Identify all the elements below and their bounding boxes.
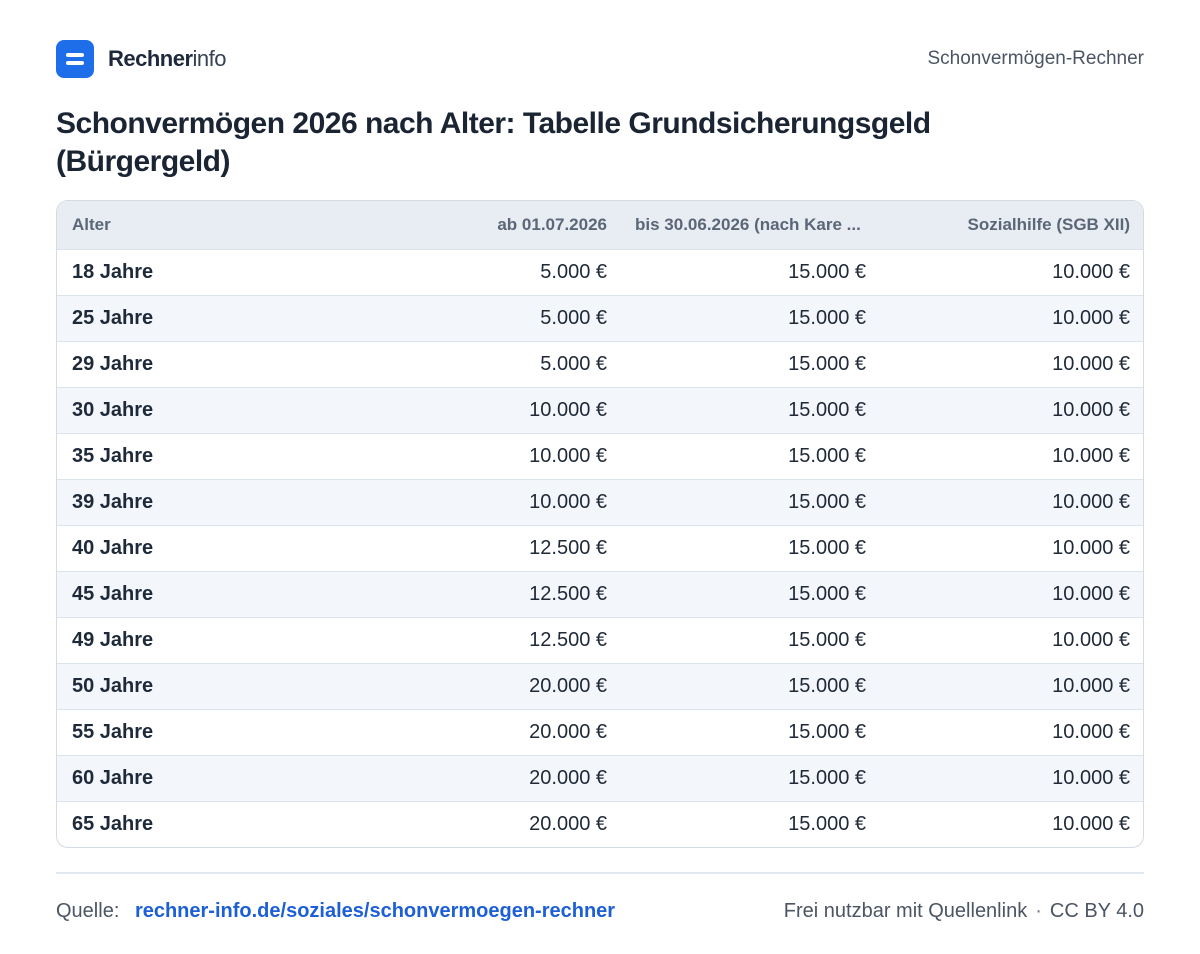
cell-until-2026-06: 15.000 €: [788, 490, 866, 513]
cell-age: 18 Jahre: [72, 260, 154, 283]
cell-age: 25 Jahre: [72, 306, 154, 329]
cell-from-2026-07: 12.500 €: [529, 582, 607, 605]
cell-until-2026-06: 15.000 €: [788, 766, 866, 789]
cell-sozialhilfe: 10.000 €: [1052, 260, 1130, 283]
cell-age: 30 Jahre: [72, 398, 154, 421]
logo-icon-bar-top: [66, 53, 84, 57]
cell-from-2026-07: 10.000 €: [529, 444, 607, 467]
cell-sozialhilfe: 10.000 €: [1052, 444, 1130, 467]
table-row: 55 Jahre 20.000 € 15.000 € 10.000 €: [57, 709, 1143, 755]
cell-age: 40 Jahre: [72, 536, 154, 559]
table-body: 18 Jahre 5.000 € 15.000 € 10.000 € 25 Jahre…: [57, 249, 1143, 847]
footer-divider: [56, 872, 1144, 874]
table-row: 45 Jahre 12.500 € 15.000 € 10.000 €: [57, 571, 1143, 617]
cell-sozialhilfe: 10.000 €: [1052, 352, 1130, 375]
column-header-from-2026-07: ab 01.07.2026: [497, 214, 607, 234]
cell-age: 35 Jahre: [72, 444, 154, 467]
cell-from-2026-07: 5.000 €: [540, 306, 607, 329]
license-text: Frei nutzbar mit Quellenlink: [783, 899, 1028, 922]
column-header-age: Alter: [72, 214, 111, 234]
source-attribution: Quelle: rechner-info.de/soziales/schonve…: [56, 900, 615, 923]
cell-from-2026-07: 20.000 €: [529, 766, 607, 789]
table-row: 35 Jahre 10.000 € 15.000 € 10.000 €: [57, 433, 1143, 479]
table-row: 25 Jahre 5.000 € 15.000 € 10.000 €: [57, 295, 1143, 341]
calculator-name: Schonvermögen-Rechner: [927, 48, 1144, 69]
table-row: 39 Jahre 10.000 € 15.000 € 10.000 €: [57, 479, 1143, 525]
cell-sozialhilfe: 10.000 €: [1052, 490, 1130, 513]
table-row: 65 Jahre 20.000 € 15.000 € 10.000 €: [57, 801, 1143, 847]
table-row: 18 Jahre 5.000 € 15.000 € 10.000 €: [57, 249, 1143, 295]
brand-name-light: info: [192, 46, 227, 71]
cell-until-2026-06: 15.000 €: [788, 812, 866, 835]
table-row: 60 Jahre 20.000 € 15.000 € 10.000 €: [57, 755, 1143, 801]
page-footer: Quelle: rechner-info.de/soziales/schonve…: [56, 896, 1144, 926]
cell-age: 65 Jahre: [72, 812, 154, 835]
cell-sozialhilfe: 10.000 €: [1052, 398, 1130, 421]
cell-until-2026-06: 15.000 €: [788, 352, 866, 375]
brand-name-strong: Rechner: [108, 46, 193, 71]
source-link[interactable]: rechner-info.de/soziales/schonvermoegen-…: [134, 899, 616, 922]
cell-from-2026-07: 12.500 €: [529, 628, 607, 651]
column-header-sozialhilfe: Sozialhilfe (SGB XII): [967, 214, 1130, 234]
cell-until-2026-06: 15.000 €: [788, 398, 866, 421]
schonvermoegen-table: Alter ab 01.07.2026 bis 30.06.2026 (nach…: [57, 201, 1143, 847]
cell-age: 50 Jahre: [72, 674, 154, 697]
table-row: 29 Jahre 5.000 € 15.000 € 10.000 €: [57, 341, 1143, 387]
cell-sozialhilfe: 10.000 €: [1052, 628, 1130, 651]
cell-until-2026-06: 15.000 €: [788, 582, 866, 605]
data-table-container: Alter ab 01.07.2026 bis 30.06.2026 (nach…: [56, 200, 1144, 848]
cell-sozialhilfe: 10.000 €: [1052, 582, 1130, 605]
cell-age: 45 Jahre: [72, 582, 154, 605]
table-row: 30 Jahre 10.000 € 15.000 € 10.000 €: [57, 387, 1143, 433]
license-info: Frei nutzbar mit Quellenlink · CC BY 4.0: [784, 900, 1144, 923]
table-header-row: Alter ab 01.07.2026 bis 30.06.2026 (nach…: [57, 201, 1143, 249]
logo-icon-bar-bottom: [66, 61, 84, 65]
cell-until-2026-06: 15.000 €: [788, 306, 866, 329]
cell-age: 29 Jahre: [72, 352, 154, 375]
cell-sozialhilfe: 10.000 €: [1052, 536, 1130, 559]
brand-logo[interactable]: Rechnerinfo: [56, 40, 227, 78]
cell-age: 60 Jahre: [72, 766, 154, 789]
cell-sozialhilfe: 10.000 €: [1052, 674, 1130, 697]
cell-age: 39 Jahre: [72, 490, 154, 513]
cell-from-2026-07: 5.000 €: [540, 260, 607, 283]
cell-from-2026-07: 10.000 €: [529, 490, 607, 513]
logo-icon: [56, 40, 94, 78]
cell-until-2026-06: 15.000 €: [788, 720, 866, 743]
brand-name: Rechnerinfo: [108, 46, 227, 72]
cell-from-2026-07: 10.000 €: [529, 398, 607, 421]
cell-until-2026-06: 15.000 €: [788, 260, 866, 283]
table-row: 50 Jahre 20.000 € 15.000 € 10.000 €: [57, 663, 1143, 709]
cell-from-2026-07: 12.500 €: [529, 536, 607, 559]
cell-sozialhilfe: 10.000 €: [1052, 306, 1130, 329]
page-title: Schonvermögen 2026 nach Alter: Tabelle G…: [56, 107, 931, 178]
cell-sozialhilfe: 10.000 €: [1052, 720, 1130, 743]
license-separator: ·: [1035, 899, 1042, 922]
source-label: Quelle:: [56, 899, 120, 922]
license-name: CC BY 4.0: [1049, 899, 1144, 922]
column-header-until-2026-06: bis 30.06.2026 (nach Kare ...: [635, 214, 861, 234]
cell-age: 49 Jahre: [72, 628, 154, 651]
cell-until-2026-06: 15.000 €: [788, 628, 866, 651]
cell-from-2026-07: 20.000 €: [529, 674, 607, 697]
cell-until-2026-06: 15.000 €: [788, 536, 866, 559]
cell-from-2026-07: 20.000 €: [529, 812, 607, 835]
table-row: 49 Jahre 12.500 € 15.000 € 10.000 €: [57, 617, 1143, 663]
table-row: 40 Jahre 12.500 € 15.000 € 10.000 €: [57, 525, 1143, 571]
cell-until-2026-06: 15.000 €: [788, 444, 866, 467]
cell-sozialhilfe: 10.000 €: [1052, 766, 1130, 789]
cell-from-2026-07: 20.000 €: [529, 720, 607, 743]
cell-age: 55 Jahre: [72, 720, 154, 743]
cell-sozialhilfe: 10.000 €: [1052, 812, 1130, 835]
page-header: Rechnerinfo Schonvermögen-Rechner: [56, 40, 1144, 78]
cell-until-2026-06: 15.000 €: [788, 674, 866, 697]
cell-from-2026-07: 5.000 €: [540, 352, 607, 375]
